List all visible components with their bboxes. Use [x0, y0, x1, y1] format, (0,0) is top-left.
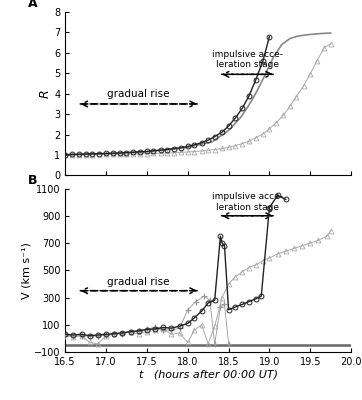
Text: gradual rise: gradual rise: [108, 277, 170, 287]
Y-axis label: V (km s⁻¹): V (km s⁻¹): [21, 242, 31, 299]
Text: impulsive acce-
leration stage: impulsive acce- leration stage: [212, 50, 283, 69]
Text: gradual rise: gradual rise: [108, 90, 170, 100]
Y-axis label: R: R: [38, 90, 51, 98]
Text: B: B: [28, 174, 38, 187]
Text: impulsive acce-
leration stage: impulsive acce- leration stage: [212, 192, 283, 212]
Text: A: A: [28, 0, 38, 10]
X-axis label: t   (hours after 00:00 UT): t (hours after 00:00 UT): [139, 370, 278, 380]
